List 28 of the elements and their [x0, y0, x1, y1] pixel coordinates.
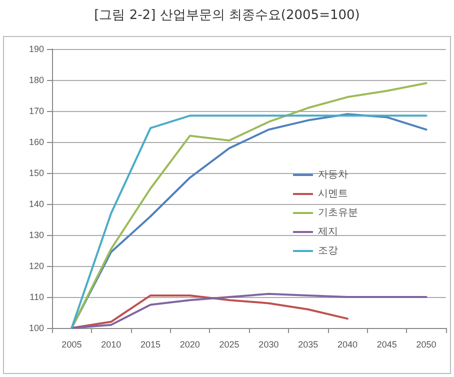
legend-label: 제지: [318, 226, 338, 238]
y-tick-label: 100: [28, 323, 44, 333]
x-tick-label: 2045: [376, 340, 397, 350]
x-tick-label: 2035: [298, 340, 318, 350]
legend-label: 자동차: [318, 170, 348, 180]
y-tick-label: 120: [28, 261, 44, 271]
chart-title: [그림 2-2] 산업부문의 최종수요(2005=100): [93, 7, 361, 24]
y-tick-label: 150: [28, 168, 44, 178]
x-tick-label: 2030: [258, 340, 279, 350]
x-tick-label: 2005: [62, 340, 82, 350]
x-tick-label: 2020: [180, 340, 200, 350]
line-series: [70, 292, 428, 329]
legend-label: 조강: [318, 246, 338, 256]
line-series: [70, 294, 348, 329]
y-tick-label: 160: [28, 137, 44, 147]
legend-label: 기초유분: [318, 208, 358, 218]
y-tick-label: 140: [28, 199, 44, 209]
x-tick-label: 2040: [337, 340, 358, 350]
x-tick-label: 2015: [140, 340, 161, 350]
y-tick-label: 110: [30, 292, 44, 302]
x-tick-label: 2025: [219, 340, 240, 350]
legend-label: 시멘트: [318, 188, 348, 200]
x-tick-label: 2050: [416, 340, 436, 350]
y-tick-label: 170: [28, 106, 44, 116]
y-tick-label: 190: [28, 44, 44, 54]
y-tick-label: 130: [28, 230, 44, 240]
y-tick-label: 180: [28, 75, 44, 85]
x-tick-label: 2010: [101, 340, 122, 350]
